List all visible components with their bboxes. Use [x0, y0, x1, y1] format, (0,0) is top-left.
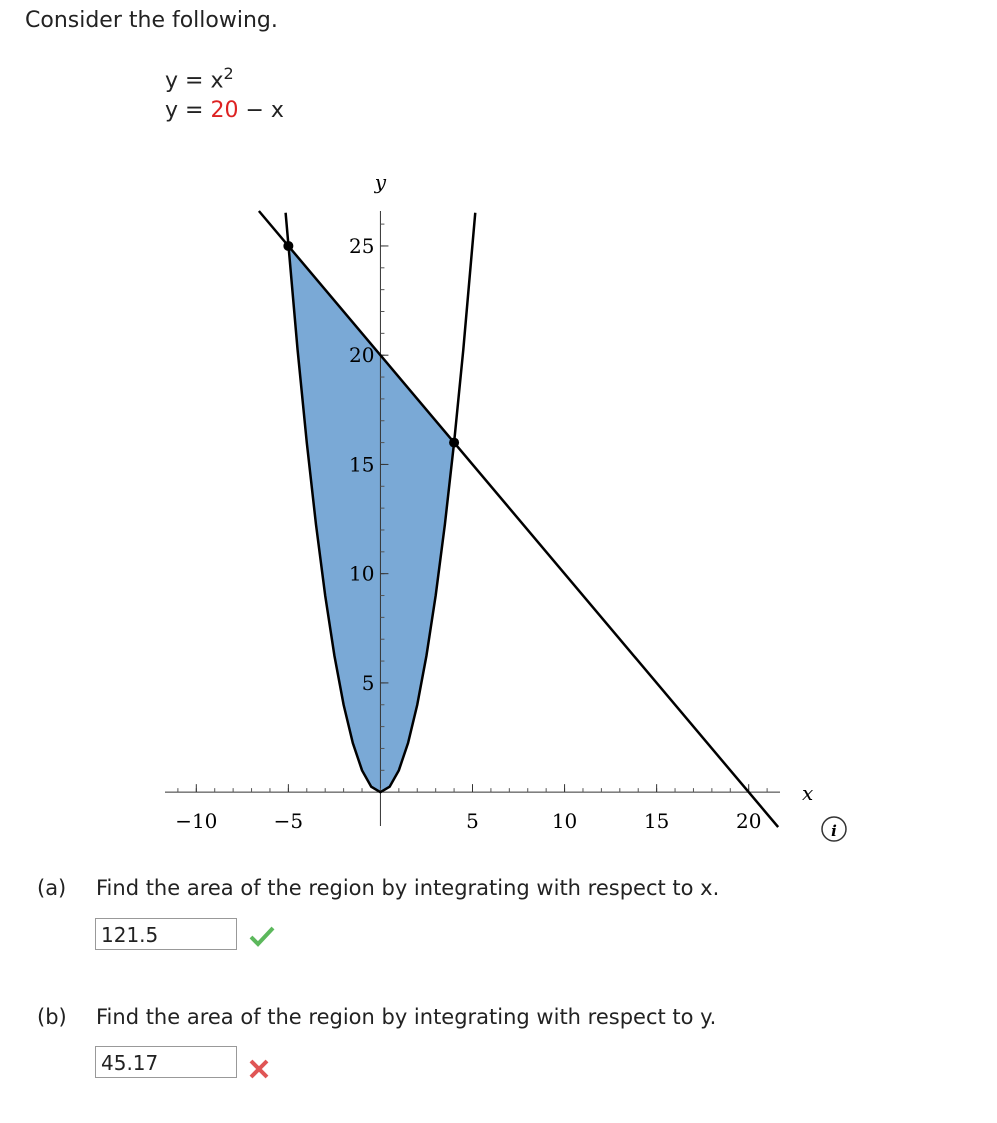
answer-input[interactable]: 121.5: [95, 918, 237, 950]
question-text: Find the area of the region by integrati…: [96, 1005, 717, 1029]
y-tick-label: 25: [349, 234, 374, 258]
eq-text: − x: [238, 98, 284, 123]
x-tick-label: 5: [466, 809, 479, 833]
x-tick-label: −5: [274, 809, 303, 833]
x-tick-label: −10: [175, 809, 217, 833]
cross-icon: [249, 1059, 269, 1079]
equation: y = 20 − x: [165, 98, 284, 123]
svg-text:i: i: [831, 822, 837, 840]
intersection-point: [283, 240, 294, 251]
equation: y = x2: [165, 64, 234, 93]
eq-text: y =: [165, 98, 211, 123]
y-tick-label: 5: [362, 671, 375, 695]
answer-input[interactable]: 45.17: [95, 1046, 237, 1078]
shaded-region: [288, 245, 455, 793]
y-tick-label: 15: [349, 452, 374, 476]
x-tick-label: 20: [736, 809, 761, 833]
x-tick-label: 15: [644, 809, 669, 833]
x-axis-label: x: [802, 781, 813, 805]
question-text: Find the area of the region by integrati…: [96, 876, 720, 900]
title: Consider the following.: [25, 8, 278, 33]
y-tick-label: 20: [349, 343, 374, 367]
eq-exp: 2: [223, 64, 234, 83]
intersection-point: [449, 437, 460, 448]
y-tick-label: 10: [349, 562, 374, 586]
question-label: (b): [37, 1005, 67, 1029]
question-label: (a): [37, 876, 67, 900]
info-icon[interactable]: i: [821, 816, 847, 842]
curve: [284, 212, 477, 794]
eq-highlight: 20: [210, 98, 239, 123]
x-tick-label: 10: [552, 809, 577, 833]
curve: [257, 210, 780, 828]
y-axis-label: y: [374, 170, 387, 194]
graph: i −10 −5 5 10 15 20 5 10 15 20 25 x y: [165, 170, 847, 842]
eq-text: y = x: [165, 68, 224, 94]
check-icon: [249, 926, 275, 947]
